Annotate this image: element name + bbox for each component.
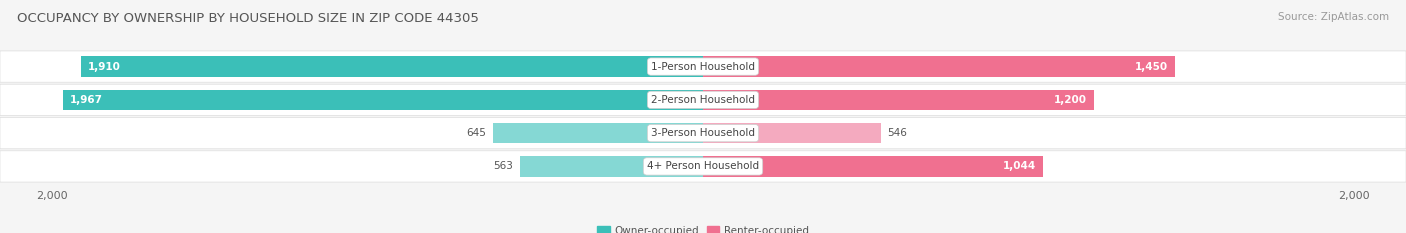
- Text: 3-Person Household: 3-Person Household: [651, 128, 755, 138]
- Text: 1,910: 1,910: [87, 62, 121, 72]
- Bar: [520, 156, 703, 177]
- Bar: [703, 123, 880, 144]
- Text: 1,450: 1,450: [1135, 62, 1168, 72]
- Text: 1,044: 1,044: [1002, 161, 1036, 171]
- Text: 4+ Person Household: 4+ Person Household: [647, 161, 759, 171]
- FancyBboxPatch shape: [0, 51, 1406, 82]
- Text: 546: 546: [887, 128, 907, 138]
- Bar: [703, 156, 1043, 177]
- Legend: Owner-occupied, Renter-occupied: Owner-occupied, Renter-occupied: [593, 222, 813, 233]
- Bar: [703, 56, 1175, 77]
- Text: 645: 645: [467, 128, 486, 138]
- Text: 1,967: 1,967: [69, 95, 103, 105]
- Bar: [82, 56, 703, 77]
- Text: 563: 563: [494, 161, 513, 171]
- FancyBboxPatch shape: [0, 117, 1406, 149]
- Text: 1-Person Household: 1-Person Household: [651, 62, 755, 72]
- FancyBboxPatch shape: [0, 84, 1406, 116]
- Bar: [494, 123, 703, 144]
- FancyBboxPatch shape: [0, 151, 1406, 182]
- Text: 1,200: 1,200: [1054, 95, 1087, 105]
- Text: Source: ZipAtlas.com: Source: ZipAtlas.com: [1278, 12, 1389, 22]
- Bar: [63, 89, 703, 110]
- Text: OCCUPANCY BY OWNERSHIP BY HOUSEHOLD SIZE IN ZIP CODE 44305: OCCUPANCY BY OWNERSHIP BY HOUSEHOLD SIZE…: [17, 12, 479, 25]
- Text: 2-Person Household: 2-Person Household: [651, 95, 755, 105]
- Bar: [703, 89, 1094, 110]
